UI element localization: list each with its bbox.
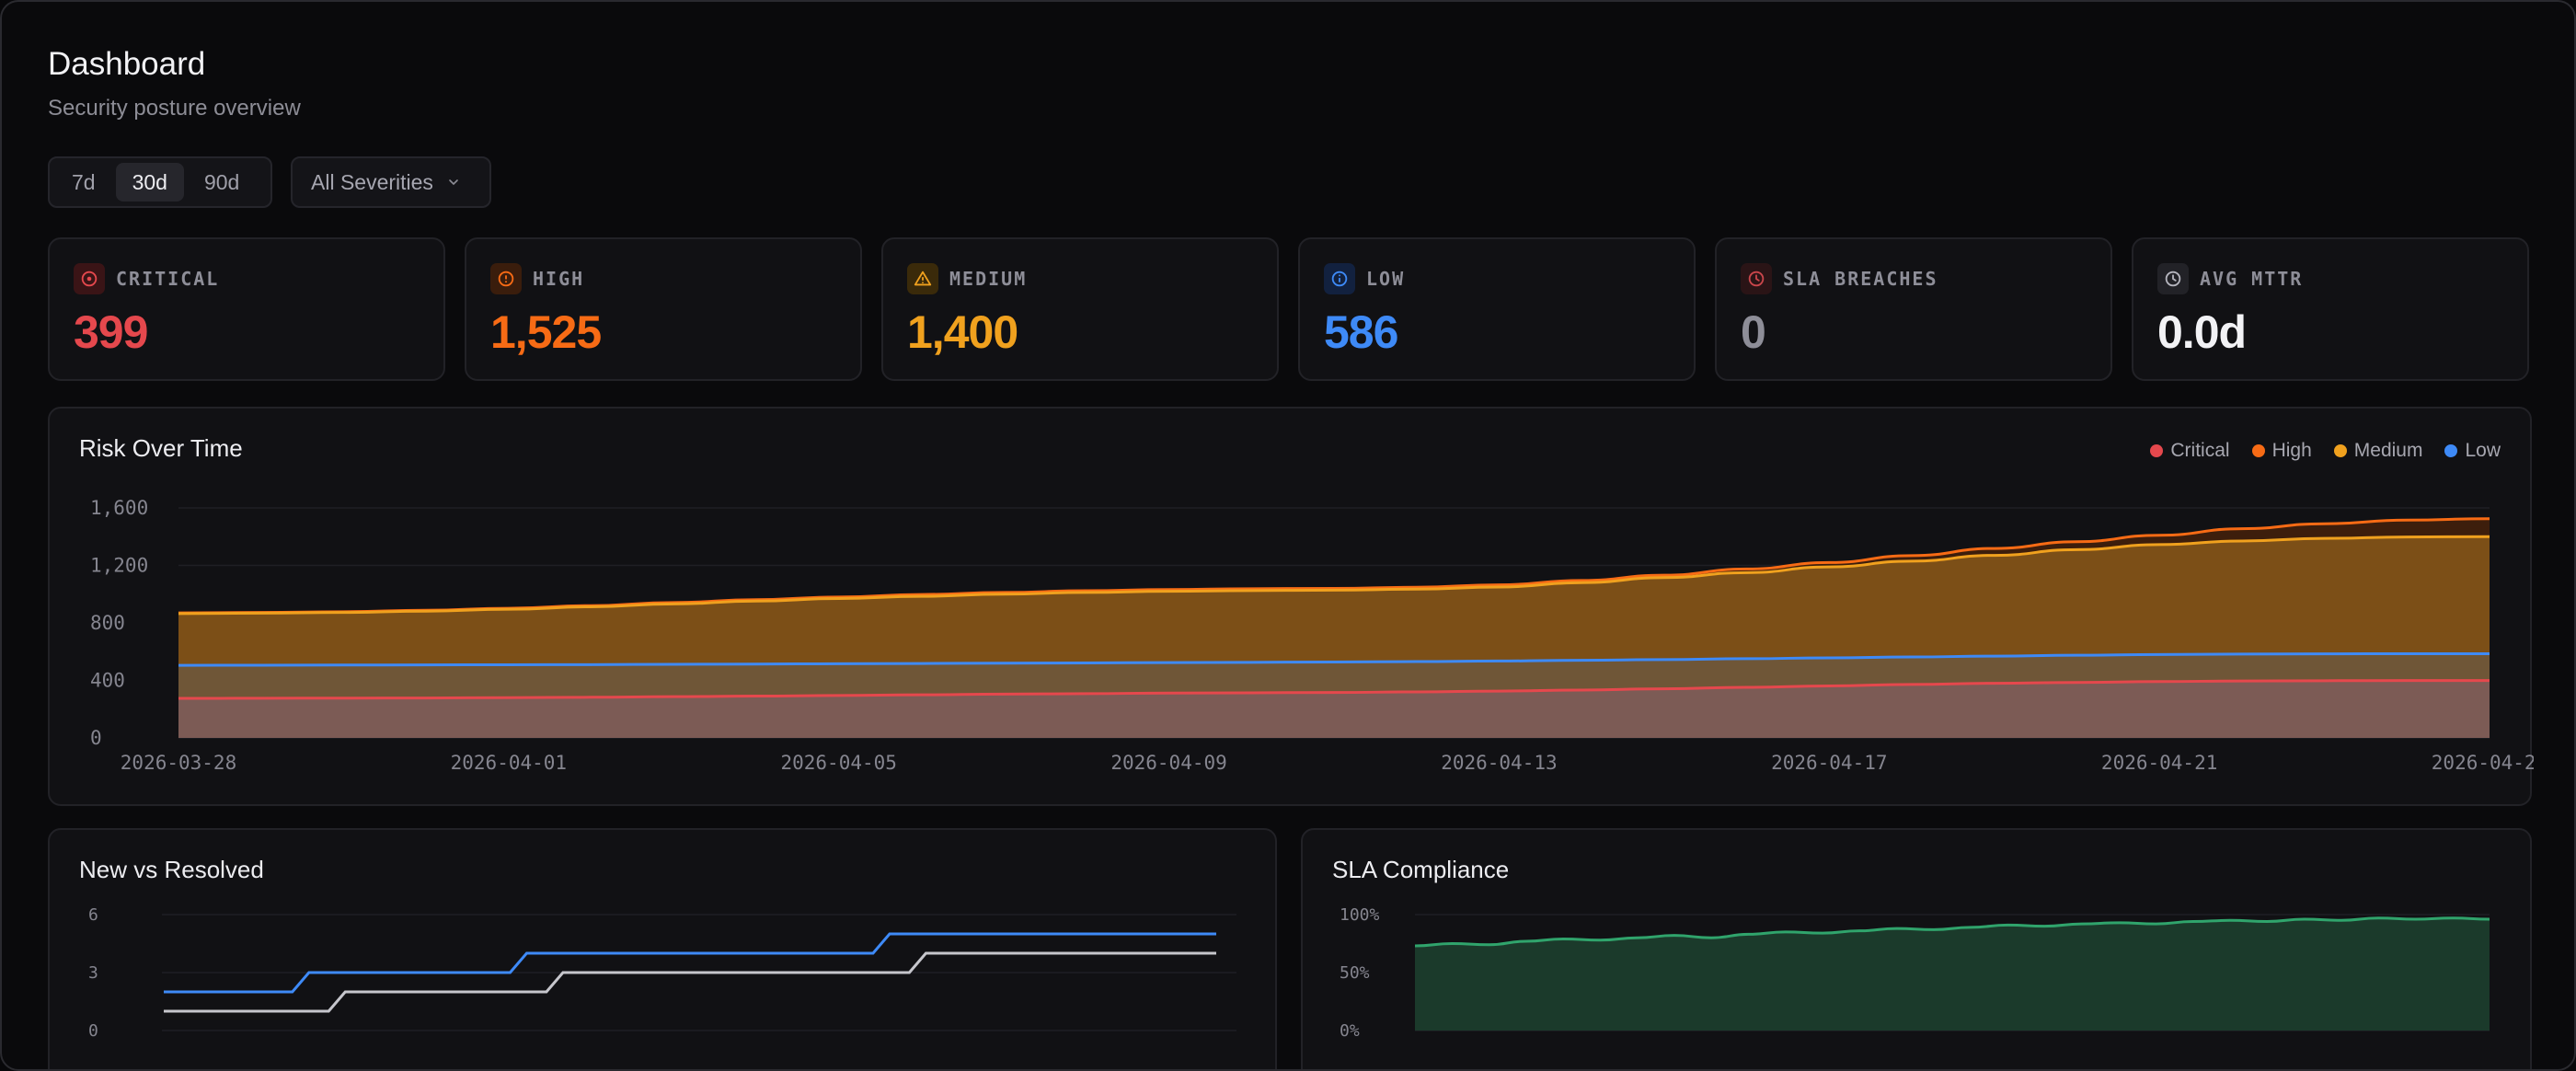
stat-label: LOW bbox=[1366, 268, 1406, 290]
severity-select[interactable]: All Severities bbox=[291, 156, 491, 208]
target-icon bbox=[74, 263, 105, 294]
y-tick-label: 0 bbox=[88, 1021, 98, 1041]
stat-value: 0.0d bbox=[2157, 306, 2247, 358]
legend-item-medium[interactable]: Medium bbox=[2333, 440, 2423, 462]
series-line-critical bbox=[178, 679, 2490, 700]
risk-over-time-chart: 0 400 800 1,200 1,600 2026-03-28 2026-04-01 202… bbox=[90, 497, 2534, 774]
legend-item-high[interactable]: High bbox=[2251, 440, 2312, 462]
y-tick-label: 400 bbox=[90, 670, 125, 692]
y-tick-label: 0% bbox=[1340, 1021, 1360, 1041]
new-vs-resolved-panel: New vs Resolved 0 3 6 bbox=[48, 828, 1277, 1069]
series-line-low bbox=[178, 651, 2490, 667]
stat-card-avg-mttr: AVG MTTR 0.0d bbox=[2132, 237, 2529, 381]
stat-label: MEDIUM bbox=[949, 268, 1028, 290]
sla-compliance-panel: SLA Compliance 0% 50% 100% bbox=[1301, 828, 2532, 1069]
x-tick-label: 2026-04-01 bbox=[451, 752, 567, 774]
stat-value: 586 bbox=[1324, 306, 1398, 358]
legend-dot bbox=[2333, 444, 2347, 457]
stat-card-low: LOW 586 bbox=[1298, 237, 1696, 381]
y-tick-label: 3 bbox=[88, 963, 98, 983]
risk-over-time-panel: Risk Over Time Critical High Medium Low … bbox=[48, 407, 2534, 806]
legend-label: Low bbox=[2465, 440, 2501, 461]
stat-label: SLA BREACHES bbox=[1783, 268, 1938, 290]
panel-title: SLA Compliance bbox=[1332, 856, 1510, 883]
stat-label: AVG MTTR bbox=[2200, 268, 2304, 290]
x-tick-label: 2026-03-28 bbox=[121, 752, 236, 774]
alert-circle-icon bbox=[490, 263, 522, 294]
new-vs-resolved-chart: 0 3 6 bbox=[88, 905, 1236, 1041]
clock-icon bbox=[2157, 263, 2189, 294]
y-tick-label: 50% bbox=[1340, 963, 1370, 983]
x-tick-label: 2026-04-25 bbox=[2432, 752, 2534, 774]
legend-dot bbox=[2251, 444, 2265, 457]
range-90d-button[interactable]: 90d bbox=[203, 169, 240, 194]
x-tick-label: 2026-04-17 bbox=[1771, 752, 1887, 774]
y-tick-label: 100% bbox=[1340, 905, 1380, 925]
x-tick-label: 2026-04-13 bbox=[1441, 752, 1557, 774]
y-tick-label: 6 bbox=[88, 905, 98, 925]
page-title: Dashboard bbox=[48, 46, 206, 82]
info-circle-icon bbox=[1324, 263, 1355, 294]
range-7d-button[interactable]: 7d bbox=[72, 169, 96, 194]
legend-label: High bbox=[2271, 440, 2312, 461]
x-tick-label: 2026-04-21 bbox=[2101, 752, 2217, 774]
series-line bbox=[164, 932, 1216, 994]
stat-card-medium: MEDIUM 1,400 bbox=[881, 237, 1279, 381]
y-tick-label: 1,600 bbox=[90, 497, 148, 519]
x-tick-label: 2026-04-05 bbox=[780, 752, 896, 774]
range-30d-button[interactable]: 30d bbox=[115, 163, 184, 202]
sla-compliance-chart: 0% 50% 100% bbox=[1340, 905, 2490, 1041]
x-tick-label: 2026-04-09 bbox=[1110, 752, 1226, 774]
panel-title: New vs Resolved bbox=[79, 856, 264, 883]
stat-value: 0 bbox=[1741, 306, 1766, 358]
legend-item-critical[interactable]: Critical bbox=[2150, 440, 2230, 462]
stat-card-high: HIGH 1,525 bbox=[465, 237, 862, 381]
series-line-medium bbox=[178, 535, 2490, 616]
legend-dot bbox=[2150, 444, 2164, 457]
sla-area bbox=[1415, 917, 2490, 1031]
page-subtitle: Security posture overview bbox=[48, 96, 301, 121]
stat-label: CRITICAL bbox=[116, 268, 220, 290]
area-critical bbox=[178, 680, 2490, 738]
legend-item-low[interactable]: Low bbox=[2444, 440, 2501, 462]
stat-value: 1,400 bbox=[907, 306, 1018, 358]
stat-card-sla-breaches: SLA BREACHES 0 bbox=[1715, 237, 2112, 381]
clock-icon bbox=[1741, 263, 1772, 294]
y-tick-label: 1,200 bbox=[90, 555, 148, 577]
chart-legend: Critical High Medium Low bbox=[2150, 440, 2501, 462]
sla-line bbox=[1414, 916, 2490, 948]
stat-value: 1,525 bbox=[490, 306, 602, 358]
chevron-down-icon bbox=[449, 179, 458, 186]
y-tick-label: 0 bbox=[90, 727, 102, 749]
stat-card-critical: CRITICAL 399 bbox=[48, 237, 445, 381]
panel-title: Risk Over Time bbox=[79, 434, 243, 462]
series-line bbox=[164, 951, 1216, 1013]
legend-label: Medium bbox=[2353, 440, 2423, 461]
severity-select-value: All Severities bbox=[311, 169, 433, 194]
stat-label: HIGH bbox=[533, 268, 585, 290]
y-tick-label: 800 bbox=[90, 612, 125, 634]
time-range-toggle: 7d 30d 90d bbox=[48, 156, 272, 208]
legend-dot bbox=[2444, 444, 2458, 457]
stat-value: 399 bbox=[74, 306, 148, 358]
warning-triangle-icon bbox=[907, 263, 938, 294]
legend-label: Critical bbox=[2170, 440, 2230, 461]
